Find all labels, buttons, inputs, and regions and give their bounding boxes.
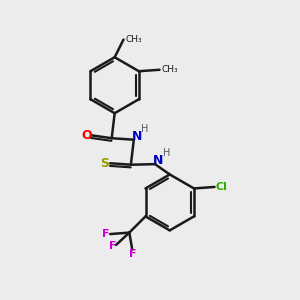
- Text: F: F: [102, 229, 110, 239]
- Text: CH₃: CH₃: [126, 35, 142, 44]
- Text: O: O: [81, 129, 92, 142]
- Text: Cl: Cl: [215, 182, 227, 192]
- Text: F: F: [110, 242, 117, 251]
- Text: F: F: [128, 249, 136, 259]
- Text: N: N: [132, 130, 142, 143]
- Text: H: H: [163, 148, 170, 158]
- Text: S: S: [100, 157, 109, 170]
- Text: H: H: [141, 124, 149, 134]
- Text: CH₃: CH₃: [162, 65, 178, 74]
- Text: N: N: [153, 154, 164, 167]
